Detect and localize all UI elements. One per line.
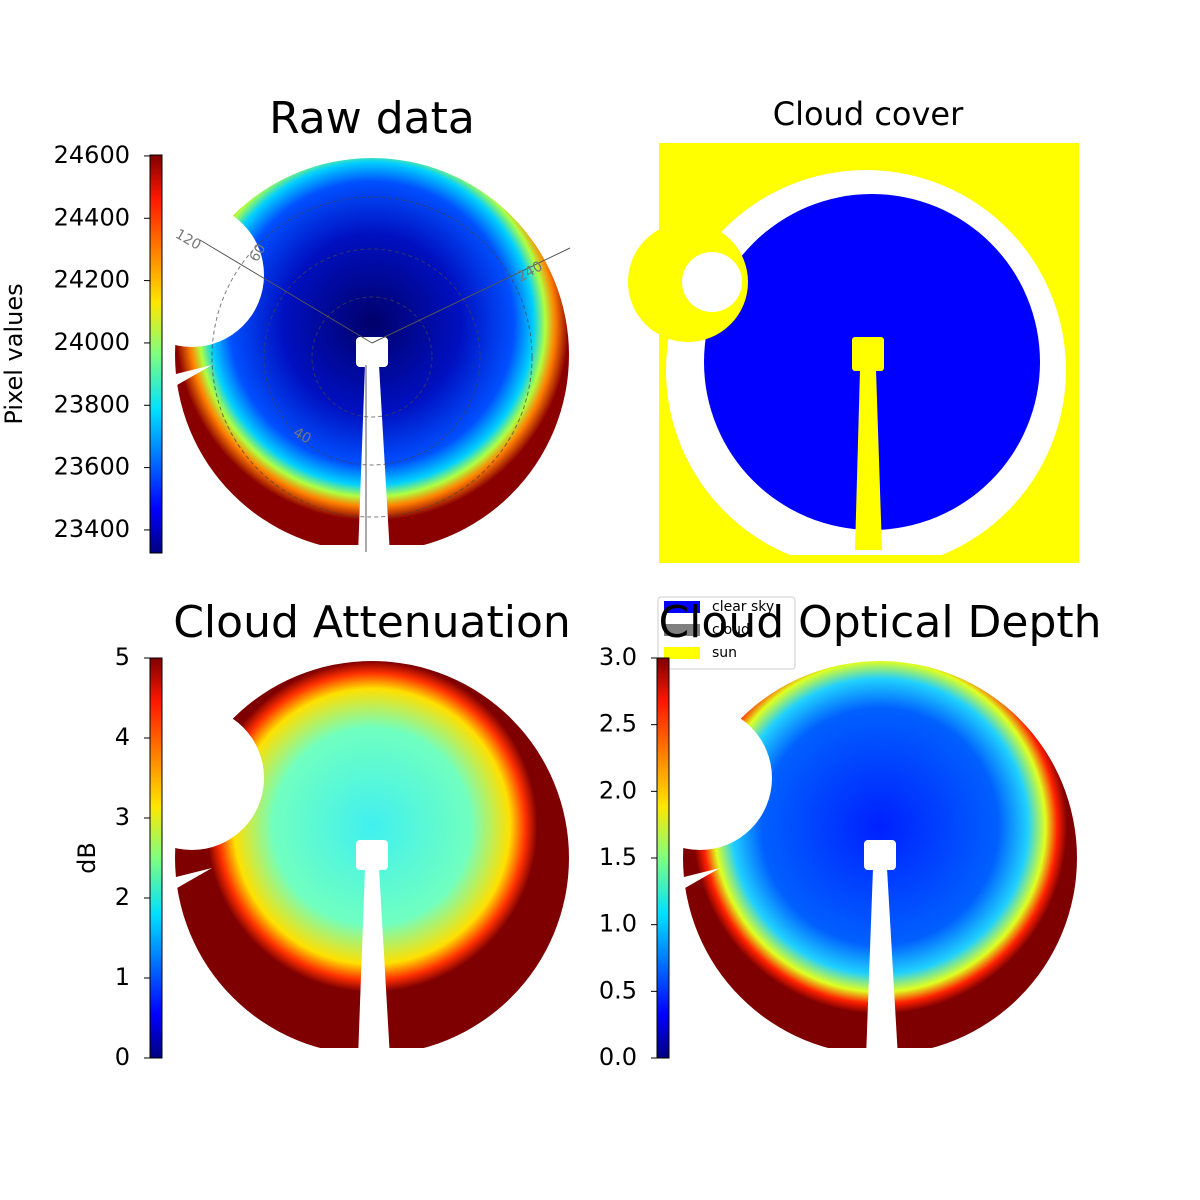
colorbar xyxy=(149,657,163,1059)
polar-label: 60 xyxy=(247,241,270,264)
polar-ring xyxy=(211,196,533,518)
obstruction xyxy=(120,203,264,347)
colorbar-tick-label: 24000 xyxy=(54,328,130,356)
panel-title: Cloud Attenuation xyxy=(173,597,571,648)
colorbar-tick-label: 0 xyxy=(115,1043,130,1071)
sky-image xyxy=(120,661,572,1068)
bottom-cut xyxy=(660,555,1078,563)
colorbar-tick-label: 2.5 xyxy=(599,710,637,738)
panel-title: Cloud cover xyxy=(773,95,964,133)
obstruction xyxy=(628,706,772,850)
colorbar xyxy=(656,657,670,1059)
sky-image xyxy=(628,661,1080,1068)
legend-label: clear sky xyxy=(712,599,774,615)
colorbar-tick-label: 2.0 xyxy=(599,776,637,804)
colorbar-label: dB xyxy=(73,842,101,874)
azimuth-line xyxy=(371,247,571,344)
colorbar-tick-label: 24400 xyxy=(54,203,130,231)
horizon-obstruction-ring xyxy=(682,252,742,312)
sun-mast xyxy=(855,370,882,550)
colorbar xyxy=(149,154,163,554)
colorbar-tick-label: 1 xyxy=(115,963,130,991)
colorbar-tick-label: 2 xyxy=(115,883,130,911)
colorbar-tick-label: 5 xyxy=(115,643,130,671)
legend-label: sun xyxy=(712,645,737,661)
polar-ring xyxy=(311,296,433,418)
legend-swatch xyxy=(664,624,700,636)
sun-blocker xyxy=(356,840,388,870)
obstruction xyxy=(172,365,212,385)
colorbar-tick-label: 3 xyxy=(115,803,130,831)
colorbar-tick-label: 4 xyxy=(115,723,130,751)
polar-ring xyxy=(263,248,481,466)
colorbar-tick-label: 24600 xyxy=(54,141,130,169)
colorbar-tick-label: 23400 xyxy=(54,515,130,543)
sun-blocker xyxy=(356,337,388,367)
colorbar-label: Pixel values xyxy=(0,283,28,424)
panel-title: Cloud Optical Depth xyxy=(658,597,1101,648)
sky-image xyxy=(120,158,572,565)
legend-swatch xyxy=(664,601,700,613)
colorbar-tick-label: 23600 xyxy=(54,453,130,481)
polar-label: 40 xyxy=(290,425,313,448)
legend-label: cloud xyxy=(712,622,750,638)
obstruction xyxy=(680,868,720,888)
obstruction xyxy=(120,706,264,850)
colorbar-tick-label: 23800 xyxy=(54,390,130,418)
obstruction xyxy=(172,868,212,888)
colorbar-tick-label: 0.5 xyxy=(599,976,637,1004)
legend: clear sky cloud sun xyxy=(657,596,796,670)
panel-title: Raw data xyxy=(269,93,475,144)
sun-mast xyxy=(866,868,898,1058)
legend-swatch xyxy=(664,647,700,659)
sun-mast xyxy=(358,868,390,1058)
azimuth-line xyxy=(199,239,373,344)
colorbar-tick-label: 1.5 xyxy=(599,843,637,871)
colorbar-tick-label: 3.0 xyxy=(599,643,637,671)
colorbar-tick-label: 1.0 xyxy=(599,910,637,938)
sun-blocker xyxy=(864,840,896,870)
sun xyxy=(852,337,884,371)
colorbar-tick-label: 24200 xyxy=(54,266,130,294)
colorbar-tick-label: 0.0 xyxy=(599,1043,637,1071)
